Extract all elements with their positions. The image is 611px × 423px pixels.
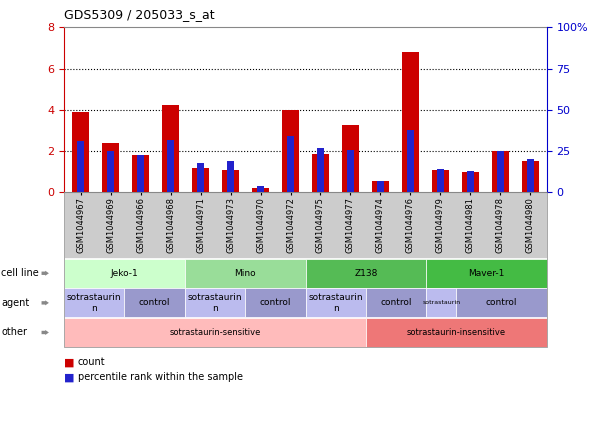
Text: sotrastaurin-insensitive: sotrastaurin-insensitive xyxy=(407,328,506,337)
Bar xyxy=(377,181,384,192)
Text: Maver-1: Maver-1 xyxy=(468,269,505,278)
Bar xyxy=(317,148,324,192)
Bar xyxy=(252,188,269,192)
Text: agent: agent xyxy=(1,298,29,308)
Bar xyxy=(437,169,444,192)
Text: cell line: cell line xyxy=(1,268,39,278)
Bar xyxy=(137,154,144,192)
Bar xyxy=(497,151,503,192)
Bar xyxy=(133,155,149,192)
Text: Mino: Mino xyxy=(235,269,256,278)
Bar xyxy=(257,186,264,192)
Bar xyxy=(72,112,89,192)
Bar xyxy=(522,160,539,192)
Bar xyxy=(163,105,179,192)
Bar xyxy=(78,141,84,192)
Bar xyxy=(347,150,354,192)
Text: sotrastaurin
n: sotrastaurin n xyxy=(309,293,363,313)
Bar xyxy=(407,130,414,192)
Bar xyxy=(527,159,533,192)
Bar xyxy=(197,163,204,192)
Bar xyxy=(467,171,474,192)
Text: Jeko-1: Jeko-1 xyxy=(111,269,138,278)
Bar xyxy=(402,52,419,192)
Text: control: control xyxy=(380,298,412,308)
Bar xyxy=(108,151,114,192)
Text: GDS5309 / 205033_s_at: GDS5309 / 205033_s_at xyxy=(64,8,215,21)
Text: Z138: Z138 xyxy=(354,269,378,278)
Bar xyxy=(312,154,329,192)
Bar xyxy=(342,126,359,192)
Text: control: control xyxy=(486,298,518,308)
Text: count: count xyxy=(78,357,105,368)
Text: control: control xyxy=(260,298,291,308)
Bar xyxy=(492,151,508,192)
Bar xyxy=(432,170,448,192)
Bar xyxy=(227,161,234,192)
Text: other: other xyxy=(1,327,27,338)
Bar xyxy=(103,143,119,192)
Bar xyxy=(372,181,389,192)
Text: sotrastaurin
n: sotrastaurin n xyxy=(188,293,243,313)
Text: control: control xyxy=(139,298,170,308)
Text: sotrastaurin
n: sotrastaurin n xyxy=(67,293,122,313)
Text: ■: ■ xyxy=(64,372,75,382)
Bar xyxy=(282,110,299,192)
Bar xyxy=(192,168,209,192)
Text: percentile rank within the sample: percentile rank within the sample xyxy=(78,372,243,382)
Bar xyxy=(222,170,239,192)
Bar xyxy=(287,136,294,192)
Text: sotrastaurin: sotrastaurin xyxy=(422,300,460,305)
Text: ■: ■ xyxy=(64,357,75,368)
Text: sotrastaurin-sensitive: sotrastaurin-sensitive xyxy=(169,328,261,337)
Bar xyxy=(167,140,174,192)
Bar xyxy=(462,172,478,192)
